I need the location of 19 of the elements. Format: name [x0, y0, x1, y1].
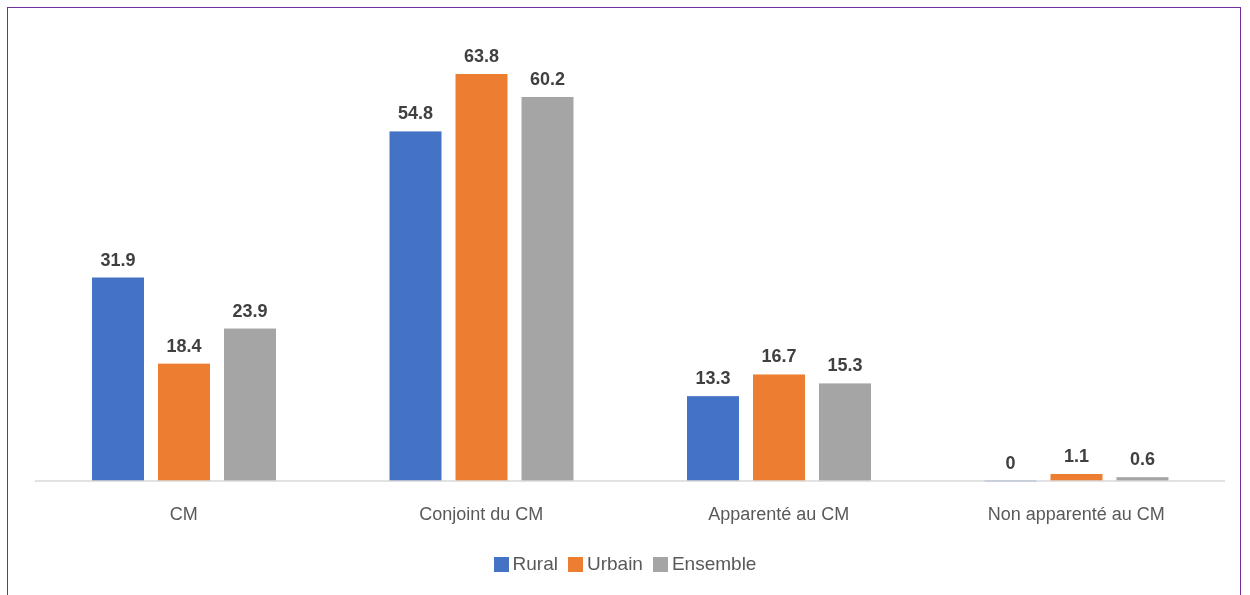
legend-label: Urbain [586, 553, 643, 574]
x-tick-label: Apparenté au CM [708, 503, 850, 524]
x-tick-label: CM [169, 503, 198, 524]
data-label: 15.3 [827, 355, 863, 376]
data-label: 1.1 [1063, 445, 1090, 466]
data-label: 0.6 [1129, 449, 1156, 470]
data-label: 60.2 [529, 68, 566, 89]
x-tick-label: Non apparenté au CM [987, 503, 1165, 524]
data-label: 13.3 [695, 368, 731, 389]
legend-label: Rural [512, 553, 558, 574]
x-tick-label: Conjoint du CM [419, 503, 544, 524]
data-label: 63.8 [463, 46, 500, 66]
data-label: 23.9 [232, 300, 268, 321]
data-label: 16.7 [761, 346, 797, 367]
legend-label: Ensemble [671, 553, 757, 574]
data-label: 31.9 [100, 249, 136, 270]
data-label: 0 [1005, 453, 1016, 473]
data-label: 54.8 [397, 103, 434, 124]
data-label: 18.4 [166, 335, 202, 356]
